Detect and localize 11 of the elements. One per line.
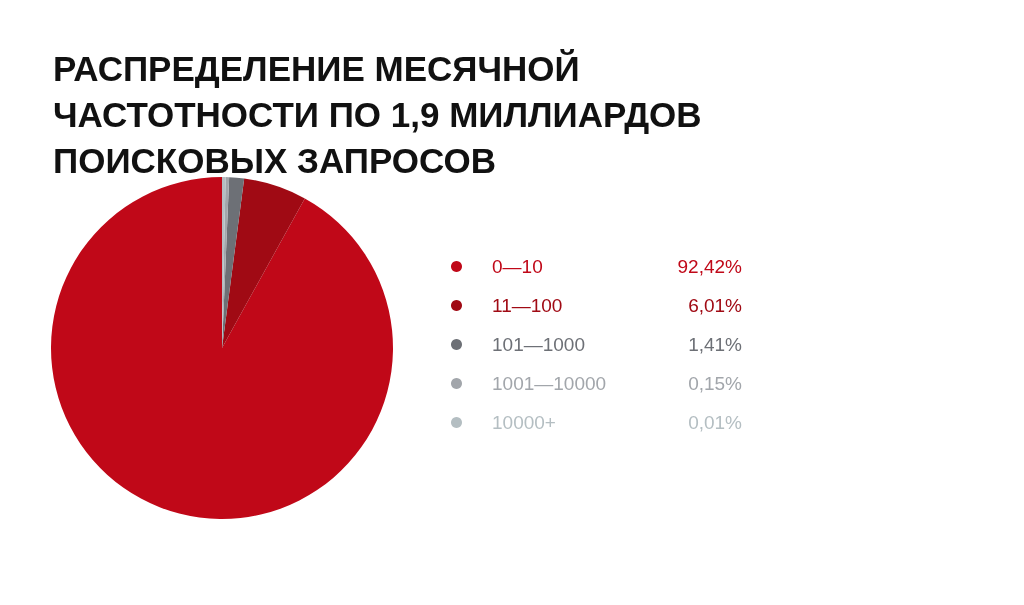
legend-label: 1001—10000: [492, 373, 607, 394]
data-label: 6,01%: [688, 295, 743, 316]
chart-title: РАСПРЕДЕЛЕНИЕ МЕСЯЧНОЙ ЧАСТОТНОСТИ ПО 1,9 МИЛЛИАРДОВ ПОИСКОВЫХ ЗАПРОСОВ: [53, 48, 712, 180]
data-label: 1,41%: [688, 334, 743, 355]
legend-label: 0—10: [492, 256, 543, 277]
legend-label: 101—1000: [492, 334, 585, 355]
legend-label: 11—100: [492, 295, 563, 316]
data-label: 0,01%: [688, 412, 743, 433]
legend-label: 10000+: [492, 412, 556, 433]
data-label: 0,15%: [688, 373, 743, 394]
data-label: 92,42%: [677, 256, 743, 277]
